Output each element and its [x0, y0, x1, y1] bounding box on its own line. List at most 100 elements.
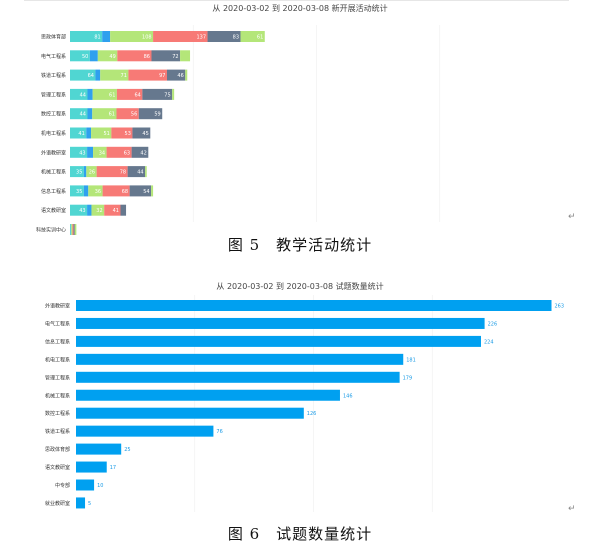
bar-value-label: 45	[142, 131, 148, 137]
category-label: 就业教研室	[45, 500, 70, 507]
bar-segment	[70, 224, 71, 235]
bar-value-label: 51	[103, 131, 109, 137]
bar-segment	[116, 108, 139, 120]
bar-segment	[153, 31, 208, 42]
category-label: 管理工程系	[41, 91, 66, 98]
bar-segment	[70, 31, 103, 42]
bar-value-label: 10	[97, 483, 103, 489]
bar-value-label: 44	[137, 170, 143, 176]
bar-value-label: 56	[131, 112, 137, 118]
bar-segment	[93, 146, 107, 158]
bar-segment	[72, 224, 74, 235]
bar-segment	[87, 88, 93, 100]
bar-value-label: 64	[134, 92, 140, 98]
bar-value-label: 43	[79, 150, 85, 156]
bar-value-label: 71	[121, 73, 127, 79]
bar-value-label: 32	[96, 208, 102, 214]
bar-value-label: 53	[125, 131, 131, 137]
bar-value-label: 137	[196, 35, 206, 41]
bar-value-label: 146	[343, 393, 353, 399]
bar-value-label: 83	[233, 35, 239, 41]
bar-segment	[70, 166, 84, 178]
bar-segment	[111, 127, 133, 139]
bar-value-label: 5	[88, 501, 91, 507]
bar	[76, 335, 481, 347]
bar-segment	[129, 185, 152, 197]
bar-value-label: 50	[82, 54, 88, 60]
bar-segment	[120, 204, 127, 216]
category-label: 机械工程系	[41, 169, 66, 176]
bar-value-label: 17	[110, 465, 116, 471]
category-label: 中专部	[55, 482, 70, 489]
bar-segment	[73, 224, 75, 235]
bar-value-label: 61	[109, 92, 115, 98]
category-label: 外语教研室	[45, 303, 70, 310]
bar-value-label: 49	[109, 54, 115, 60]
bar	[76, 497, 86, 509]
bar-value-label: 263	[555, 304, 565, 310]
category-label: 信息工程系	[41, 188, 66, 195]
bar-value-label: 81	[94, 35, 100, 41]
bar-value-label: 181	[406, 357, 416, 363]
bar-value-label: 64	[88, 73, 94, 79]
bar-segment	[92, 108, 117, 120]
bar-segment	[70, 127, 87, 139]
category-label: 铁道工程系	[41, 72, 66, 79]
bar-segment	[207, 31, 241, 42]
bar-segment	[110, 31, 154, 42]
chart1-caption: 图 5 教学活动统计	[227, 236, 373, 254]
bar-segment	[151, 50, 181, 62]
bar	[76, 425, 214, 437]
chart1-title: 从 2020-03-02 到 2020-03-08 新开展活动统计	[212, 4, 388, 13]
bar-value-label: 46	[177, 73, 183, 79]
category-label: 语文教研室	[41, 207, 66, 214]
bar-segment	[102, 185, 130, 197]
bar-segment	[132, 127, 151, 139]
bar-segment	[151, 185, 154, 197]
bar-segment	[83, 185, 89, 197]
bar-segment	[91, 127, 112, 139]
bar-value-label: 36	[95, 189, 101, 195]
bar-segment	[70, 108, 88, 120]
category-label: 语文教研室	[45, 464, 70, 471]
bar-value-label: 41	[78, 131, 84, 137]
top-rule	[24, 0, 569, 1]
bar-value-label: 61	[257, 35, 263, 41]
bar-value-label: 44	[80, 92, 86, 98]
bar-segment	[96, 166, 128, 178]
bar	[76, 371, 400, 383]
bar-segment	[86, 127, 92, 139]
bar-segment	[92, 88, 117, 100]
bar-segment	[142, 88, 173, 100]
bar-segment	[87, 146, 94, 158]
chart2-caption: 图 6 试题数量统计	[227, 525, 373, 543]
bar-value-label: 35	[76, 170, 82, 176]
bar-value-label: 44	[80, 112, 86, 118]
bar-segment	[128, 69, 167, 81]
bar-segment	[74, 224, 77, 235]
category-label: 机电工程系	[41, 130, 66, 137]
bar-value-label: 25	[124, 447, 130, 453]
bar-value-label: 43	[79, 208, 85, 214]
bar-segment	[70, 204, 88, 216]
category-label: 思政体育部	[41, 34, 66, 41]
bar-segment	[88, 185, 103, 197]
bar-segment	[83, 166, 87, 178]
bar-segment	[106, 146, 132, 158]
category-label: 电气工程系	[45, 320, 70, 327]
bar-segment	[100, 69, 129, 81]
category-label: 铁道工程系	[45, 428, 70, 435]
bar-value-label: 179	[403, 375, 413, 381]
bar-segment	[70, 69, 96, 81]
bar-value-label: 75	[164, 92, 170, 98]
bar-segment	[70, 50, 90, 62]
category-label: 信息工程系	[45, 338, 70, 345]
bar-value-label: 108	[142, 35, 152, 41]
bar-value-label: 68	[122, 189, 128, 195]
bar	[76, 300, 552, 311]
bar-value-label: 41	[113, 208, 119, 214]
return-mark: ↵	[568, 504, 576, 514]
bar-segment	[102, 31, 111, 42]
bar-segment	[70, 185, 84, 197]
bar-value-label: 42	[140, 150, 146, 156]
